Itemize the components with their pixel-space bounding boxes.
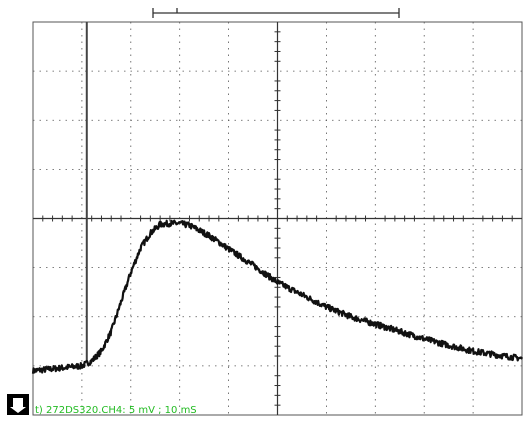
- timebase-position-indicator: [152, 8, 400, 18]
- arrow-down-icon: [10, 398, 26, 413]
- channel-status-text: t) 272DS320.CH4: 5 mV ; 10 mS: [35, 405, 197, 416]
- grid: [32, 21, 523, 416]
- series-line: [31, 219, 524, 374]
- status-bar: t) 272DS320.CH4: 5 mV ; 10 mS: [7, 394, 197, 416]
- waveform-trace: [31, 219, 524, 374]
